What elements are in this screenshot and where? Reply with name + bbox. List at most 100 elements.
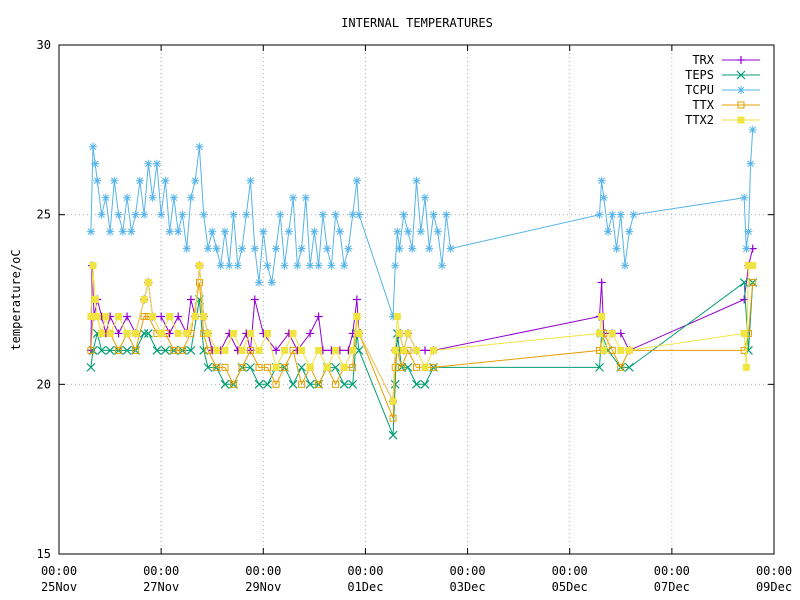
data-point [221, 346, 229, 354]
data-point [149, 312, 157, 320]
data-point [204, 346, 212, 354]
data-point [355, 329, 363, 337]
data-point [102, 312, 110, 320]
data-point [259, 227, 268, 236]
data-point [740, 295, 749, 304]
y-tick-label: 15 [37, 547, 51, 561]
series-tcpu [86, 125, 757, 321]
data-point [625, 346, 633, 354]
data-point [250, 244, 259, 253]
data-point [220, 227, 229, 236]
data-point [736, 70, 746, 80]
data-point [86, 227, 95, 236]
data-point [348, 379, 358, 389]
data-point [323, 244, 332, 253]
data-point [617, 363, 625, 371]
data-point [403, 362, 413, 372]
data-point [132, 329, 140, 337]
data-point [289, 329, 297, 337]
data-point [281, 363, 289, 371]
data-point [737, 56, 745, 64]
data-point [430, 363, 438, 371]
data-point [144, 159, 153, 168]
data-point [93, 312, 101, 320]
data-point [255, 363, 263, 371]
data-point [749, 279, 757, 287]
data-point [106, 227, 115, 236]
data-point [229, 380, 237, 388]
data-point [306, 363, 314, 371]
x-tick-label-time: 00:00 [654, 564, 690, 578]
data-point [195, 262, 203, 270]
data-point [331, 362, 341, 372]
data-point [446, 244, 455, 253]
data-point [737, 101, 745, 109]
data-point [87, 312, 95, 320]
data-point [349, 363, 357, 371]
y-axis-label: temperature/oC [9, 249, 23, 350]
data-point [272, 346, 281, 355]
data-point [281, 346, 289, 354]
data-point [315, 380, 323, 388]
data-point [293, 261, 302, 270]
data-point [118, 227, 127, 236]
data-point [250, 295, 259, 304]
data-point [298, 346, 306, 354]
legend-label: TTX2 [685, 113, 714, 127]
data-point [744, 227, 753, 236]
data-point [186, 345, 196, 355]
x-tick-label-time: 00:00 [41, 564, 77, 578]
data-point [416, 227, 425, 236]
x-tick-label-date: 25Nov [41, 580, 77, 594]
data-point [599, 193, 608, 202]
data-point [204, 329, 212, 337]
data-point [739, 278, 749, 287]
data-point [114, 329, 123, 338]
data-point [598, 312, 606, 320]
data-point [220, 379, 230, 389]
data-point [263, 379, 272, 389]
data-point [93, 176, 102, 185]
data-point [238, 363, 246, 371]
data-point [616, 210, 625, 219]
data-point [742, 363, 750, 371]
data-point [393, 312, 401, 320]
data-point [353, 312, 361, 320]
data-point [425, 244, 434, 253]
data-point [229, 210, 238, 219]
data-point [430, 346, 438, 354]
data-point [132, 346, 140, 354]
data-point [166, 312, 174, 320]
data-point [195, 279, 203, 287]
data-point [400, 346, 408, 354]
data-point [247, 329, 255, 337]
data-point [389, 414, 397, 422]
data-point [276, 210, 285, 219]
data-point [339, 379, 349, 389]
x-tick-label-date: 07Dec [654, 580, 690, 594]
data-point [298, 380, 306, 388]
data-point [195, 142, 204, 151]
legend-label: TEPS [685, 68, 714, 82]
data-point [284, 227, 293, 236]
data-point [110, 176, 119, 185]
x-tick-label-date: 09Dec [756, 580, 792, 594]
data-point [737, 86, 745, 94]
data-point [91, 159, 100, 168]
data-point [203, 244, 212, 253]
data-point [331, 210, 340, 219]
data-point [89, 262, 97, 270]
data-point [335, 227, 344, 236]
data-point [332, 380, 340, 388]
data-point [238, 346, 246, 354]
data-point [212, 244, 221, 253]
data-point [413, 363, 420, 371]
data-point [297, 244, 306, 253]
data-point [178, 210, 187, 219]
data-point [174, 227, 183, 236]
data-point [395, 244, 404, 253]
data-point [101, 193, 110, 202]
data-point [152, 159, 161, 168]
